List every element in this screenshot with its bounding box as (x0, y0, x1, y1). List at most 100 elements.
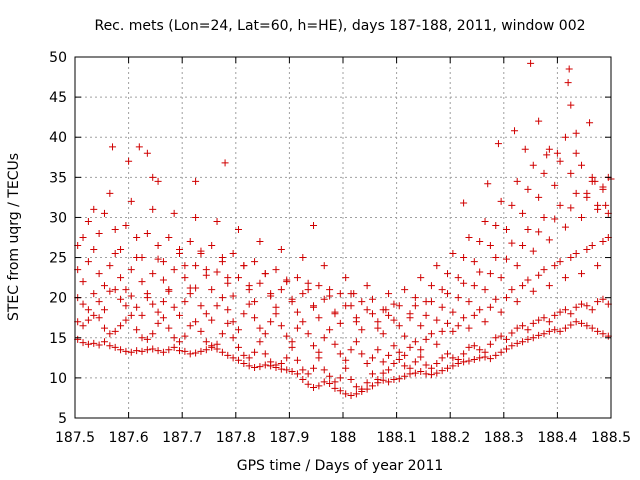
data-point (465, 343, 473, 351)
data-point (470, 258, 478, 266)
data-point (502, 225, 510, 233)
data-point (122, 302, 130, 310)
data-point (84, 306, 92, 314)
data-point (331, 310, 339, 318)
data-point (261, 361, 269, 369)
data-point (127, 197, 135, 205)
data-point (154, 347, 162, 355)
data-point (529, 319, 537, 327)
data-point (186, 322, 194, 330)
data-point (454, 274, 462, 282)
data-point (481, 286, 489, 294)
data-point (411, 338, 419, 346)
data-point (326, 380, 334, 388)
data-point (288, 367, 296, 375)
x-axis-tick-labels: 187.5 187.6 187.7 187.8 187.9 188 188.1 188.2 18… (55, 430, 631, 446)
data-point (176, 311, 184, 319)
data-point (508, 342, 516, 350)
x-tick-label: 187.6 (109, 430, 149, 446)
data-point (197, 327, 205, 335)
data-point (133, 234, 141, 241)
data-point (320, 378, 328, 386)
data-point (240, 351, 248, 359)
data-point (251, 258, 259, 266)
data-point (133, 303, 141, 311)
data-point (181, 274, 189, 282)
data-point (588, 173, 596, 181)
data-point (331, 384, 339, 392)
data-point (572, 250, 580, 258)
data-point (583, 322, 591, 330)
data-point (272, 303, 280, 311)
data-point (363, 282, 371, 290)
data-point (100, 209, 108, 217)
data-point (84, 340, 92, 348)
data-point (561, 324, 569, 332)
data-point (385, 351, 393, 359)
data-point (385, 290, 393, 298)
data-point (143, 346, 151, 354)
data-point (127, 311, 135, 319)
data-point (165, 324, 173, 332)
x-tick-label: 188.1 (377, 430, 417, 446)
data-point (352, 383, 360, 391)
data-point (535, 193, 543, 201)
data-point (508, 201, 516, 209)
data-point (342, 390, 350, 398)
data-point (476, 346, 484, 354)
data-point (143, 290, 151, 298)
data-point (315, 282, 323, 290)
data-point (213, 302, 221, 310)
data-point (401, 351, 409, 359)
data-point (556, 327, 564, 335)
data-point (379, 369, 387, 377)
data-point (460, 358, 468, 366)
data-point (106, 342, 114, 350)
data-point (159, 276, 167, 284)
data-point (186, 284, 194, 292)
data-point (95, 229, 103, 237)
data-point (417, 322, 425, 330)
data-point (90, 290, 98, 298)
data-point (599, 330, 607, 338)
data-point (567, 321, 575, 329)
data-point (524, 225, 532, 233)
data-point (159, 258, 167, 266)
data-point (444, 364, 452, 372)
y-tick-label: 15 (49, 331, 67, 347)
data-point (277, 286, 285, 294)
data-point (165, 286, 173, 294)
data-point (267, 318, 275, 326)
data-point (138, 334, 146, 342)
data-point (251, 348, 259, 356)
data-point (299, 375, 307, 383)
data-point (165, 346, 173, 354)
data-point (454, 355, 462, 363)
data-point (138, 278, 146, 286)
data-point (293, 308, 301, 316)
data-point (599, 185, 607, 193)
data-point (565, 65, 573, 73)
data-point (524, 326, 532, 334)
data-point (304, 330, 312, 338)
data-point (350, 290, 358, 298)
data-point (572, 129, 580, 137)
data-point (368, 382, 376, 390)
data-point (234, 326, 242, 334)
data-point (545, 327, 553, 335)
data-point (519, 209, 527, 217)
data-point (561, 274, 569, 282)
data-point (170, 343, 178, 351)
data-point (186, 238, 194, 246)
data-point (454, 294, 462, 302)
data-point (374, 324, 382, 332)
data-point (486, 340, 494, 348)
data-point (449, 308, 457, 316)
data-point (208, 286, 216, 294)
data-point (567, 204, 575, 212)
data-point (567, 254, 575, 262)
data-point (470, 342, 478, 350)
data-point (352, 338, 360, 346)
data-point (127, 348, 135, 356)
